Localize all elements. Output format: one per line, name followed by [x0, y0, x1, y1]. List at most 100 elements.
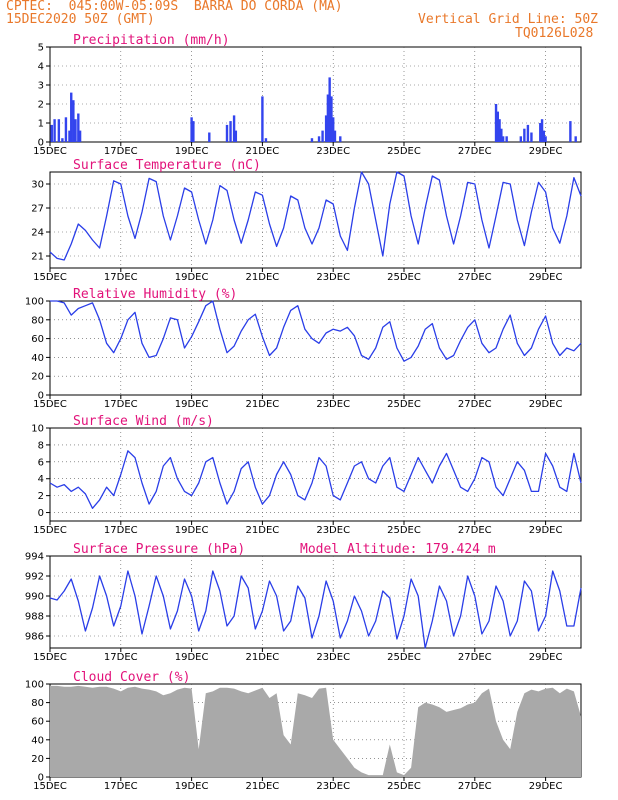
precip-bar: [317, 136, 321, 142]
precip-bar: [500, 128, 503, 142]
precip-bar: [64, 117, 68, 142]
x-tick-label: 21DEC: [246, 272, 280, 283]
panel-title: Precipitation (mm/h): [73, 33, 230, 48]
precip-bar: [264, 138, 268, 142]
x-tick-label: 27DEC: [458, 781, 492, 792]
y-tick-label: 40: [31, 735, 44, 746]
x-tick-label: 21DEC: [246, 146, 280, 157]
precip-bar: [339, 136, 342, 142]
y-tick-label: 0: [38, 138, 44, 149]
precip-bar: [70, 92, 73, 142]
y-tick-label: 24: [31, 228, 44, 239]
precip-bar: [523, 128, 526, 142]
x-tick-label: 19DEC: [175, 272, 209, 283]
panel-title: Surface Wind (m/s): [73, 414, 214, 429]
chart-header-date: 15DEC2020 50Z (GMT): [6, 12, 155, 27]
precip-bar: [539, 123, 542, 142]
x-tick-label: 27DEC: [458, 525, 492, 536]
x-tick-label: 19DEC: [175, 652, 209, 663]
precip-bar: [498, 119, 501, 142]
x-tick-label: 21DEC: [246, 781, 280, 792]
x-tick-label: 29DEC: [529, 781, 563, 792]
x-tick-label: 17DEC: [104, 272, 138, 283]
precip-bar: [333, 130, 337, 142]
x-tick-label: 19DEC: [175, 399, 209, 410]
panel-title: Cloud Cover (%): [73, 670, 190, 685]
precip-bar: [61, 138, 64, 142]
precip-bar: [530, 132, 533, 142]
y-tick-label: 20: [31, 372, 44, 383]
x-tick-label: 25DEC: [387, 652, 421, 663]
panel-annotation: Model Altitude: 179.424 m: [300, 542, 496, 557]
y-tick-label: 80: [31, 315, 44, 326]
precip-bar: [328, 77, 331, 142]
y-tick-label: 992: [25, 572, 44, 583]
precip-bar: [53, 119, 56, 142]
x-tick-label: 23DEC: [316, 652, 350, 663]
precip-bar: [78, 130, 82, 142]
x-tick-label: 25DEC: [387, 146, 421, 157]
y-tick-label: 20: [31, 754, 44, 765]
precip-bar: [332, 117, 335, 142]
precip-bar: [261, 96, 264, 142]
chart-header-location: CPTEC: 045:00W-05:09S BARRA DO CORDA (MA…: [6, 0, 343, 14]
x-tick-label: 29DEC: [529, 525, 563, 536]
x-tick-label: 21DEC: [246, 399, 280, 410]
precip-bar: [330, 96, 333, 142]
precip-bar: [72, 100, 75, 142]
panel-frame: [49, 300, 582, 396]
x-tick-label: 17DEC: [104, 146, 138, 157]
y-tick-label: 8: [38, 440, 44, 451]
y-tick-label: 4: [38, 474, 44, 485]
x-tick-label: 25DEC: [387, 525, 421, 536]
y-tick-label: 0: [38, 391, 44, 402]
y-tick-label: 100: [25, 680, 44, 691]
panel-frame: [49, 427, 582, 522]
precip-bar: [501, 136, 505, 142]
x-tick-label: 15DEC: [33, 399, 67, 410]
x-tick-label: 19DEC: [175, 525, 209, 536]
y-tick-label: 21: [31, 252, 44, 263]
precip-bar: [326, 94, 330, 142]
precip-bar: [232, 115, 236, 142]
y-tick-label: 2: [38, 100, 44, 111]
precip-bar: [68, 130, 71, 142]
x-tick-label: 23DEC: [316, 272, 350, 283]
y-tick-label: 994: [25, 552, 44, 563]
precip-bar: [77, 113, 80, 142]
x-tick-label: 29DEC: [529, 272, 563, 283]
y-tick-label: 6: [38, 457, 44, 468]
series-line: [49, 171, 582, 261]
precip-bar: [544, 136, 547, 142]
precip-bar: [505, 136, 508, 142]
x-tick-label: 19DEC: [175, 146, 209, 157]
precip-bar: [574, 136, 577, 142]
x-tick-label: 21DEC: [246, 652, 280, 663]
x-tick-label: 17DEC: [104, 781, 138, 792]
x-tick-label: 25DEC: [387, 781, 421, 792]
panel-frame: [49, 171, 582, 269]
precip-bar: [310, 138, 314, 142]
x-tick-label: 15DEC: [33, 272, 67, 283]
y-tick-label: 2: [38, 491, 44, 502]
y-tick-label: 988: [25, 612, 44, 623]
x-tick-label: 17DEC: [104, 652, 138, 663]
x-tick-label: 17DEC: [104, 399, 138, 410]
precip-bar: [569, 121, 572, 142]
x-tick-label: 27DEC: [458, 399, 492, 410]
panel-frame: [49, 555, 582, 649]
y-tick-label: 1: [38, 119, 44, 130]
precip-bar: [234, 130, 238, 142]
x-tick-label: 23DEC: [316, 399, 350, 410]
y-tick-label: 5: [38, 43, 44, 54]
cloud-cover-area: [50, 685, 581, 777]
x-tick-label: 15DEC: [33, 525, 67, 536]
y-tick-label: 27: [31, 204, 44, 215]
precip-bar: [324, 115, 328, 142]
y-tick-label: 40: [31, 353, 44, 364]
y-tick-label: 60: [31, 717, 44, 728]
y-tick-label: 0: [38, 508, 44, 519]
y-tick-label: 80: [31, 698, 44, 709]
y-tick-label: 990: [25, 592, 44, 603]
y-tick-label: 10: [31, 424, 44, 435]
